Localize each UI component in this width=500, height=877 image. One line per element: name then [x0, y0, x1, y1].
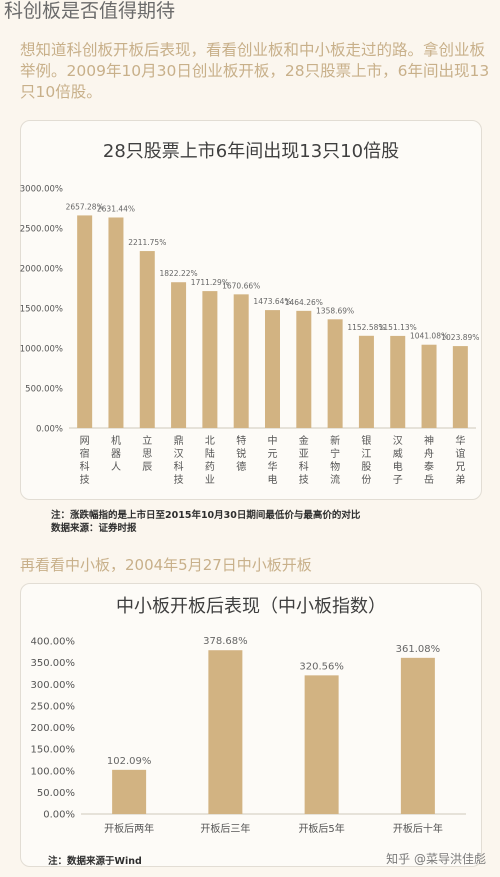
- bar: [296, 310, 312, 428]
- bar: [171, 282, 187, 428]
- category-label: 金亚科技: [299, 434, 309, 486]
- chart-note: 注：涨跌幅指的是上市日至2015年10月30日期间最低价与最高价的对比: [51, 510, 361, 521]
- y-tick-label: 400.00%: [31, 637, 76, 648]
- bar: [77, 215, 93, 428]
- data-label: 1670.66%: [222, 281, 260, 290]
- category-label: 新宁物流: [330, 434, 340, 486]
- section-heading-sme: 再看看中小板，2004年5月27日中小板开板: [20, 556, 312, 574]
- sme-bar-chart: 0.00% 50.00% 100.00% 150.00% 200.00% 250.00% 3…: [31, 636, 466, 835]
- bar: [358, 335, 374, 428]
- category-label: 鼎汉科技: [174, 435, 184, 486]
- bar: [139, 251, 155, 428]
- data-label: 1711.29%: [191, 278, 229, 287]
- category-label: 中元华电: [268, 434, 278, 486]
- category-label: 北陆药业: [205, 435, 215, 486]
- category-label: 神舟泰岳: [424, 434, 434, 486]
- bar: [304, 675, 339, 814]
- data-label: 1152.58%: [347, 323, 385, 332]
- data-label: 2211.75%: [128, 238, 166, 247]
- chart-title: 中小板开板后表现（中小板指数）: [116, 596, 386, 617]
- page-heading: 科创板是否值得期待: [4, 0, 176, 22]
- y-tick-label: 150.00%: [31, 745, 76, 756]
- data-label: 2657.28%: [66, 202, 104, 211]
- category-label: 开板后两年: [104, 822, 154, 835]
- category-label: 开板后5年: [298, 822, 344, 835]
- data-label: 361.08%: [396, 644, 441, 655]
- bar: [327, 319, 343, 428]
- chart-title: 28只股票上市6年间出现13只10倍股: [102, 141, 400, 162]
- category-label: 华谊兄弟: [455, 434, 465, 486]
- y-tick-label: 2000.00%: [20, 265, 63, 275]
- data-label: 1822.22%: [159, 269, 197, 278]
- data-label: 320.56%: [299, 661, 344, 672]
- chart-source: 数据来源：证券时报: [51, 523, 137, 534]
- category-label: 机器人: [111, 434, 121, 473]
- data-label: 102.09%: [107, 756, 152, 767]
- category-label: 网宿科技: [80, 435, 90, 486]
- chart-card-sme: 中小板开板后表现（中小板指数） 0.00% 50.00% 100.00% 150.00…: [20, 583, 482, 867]
- data-label: 1041.08%: [410, 332, 448, 341]
- chart-card-chinext: 28只股票上市6年间出现13只10倍股 0.00% 500.00% 1000.00%…: [20, 120, 482, 534]
- category-label: 特锐德: [236, 435, 246, 473]
- y-tick-label: 350.00%: [31, 658, 76, 669]
- category-label: 银江股份: [361, 434, 371, 486]
- y-tick-label: 0.00%: [36, 425, 63, 435]
- y-tick-label: 1500.00%: [20, 305, 63, 315]
- y-tick-label: 1000.00%: [20, 345, 63, 355]
- data-label: 1151.13%: [379, 323, 417, 332]
- bar: [112, 769, 147, 814]
- y-tick-label: 2500.00%: [20, 225, 63, 235]
- y-tick-label: 50.00%: [37, 788, 75, 799]
- y-tick-label: 250.00%: [31, 701, 76, 712]
- bar: [400, 657, 435, 814]
- bar: [452, 346, 468, 428]
- data-label: 1023.89%: [441, 333, 479, 342]
- category-label: 开板后三年: [200, 822, 250, 835]
- chinext-bar-chart: 0.00% 500.00% 1000.00% 1500.00% 2000.00% 2500…: [20, 185, 480, 487]
- data-label: 1464.26%: [285, 298, 323, 307]
- y-tick-label: 300.00%: [31, 680, 76, 691]
- chart-source: 注：数据来源于Wind: [48, 856, 142, 867]
- y-tick-label: 3000.00%: [20, 185, 63, 195]
- bar: [108, 217, 124, 428]
- watermark: 知乎 @菜导洪佳彪: [386, 852, 486, 866]
- category-label: 开板后十年: [393, 822, 443, 835]
- category-label: 汉威电子: [393, 435, 403, 486]
- data-label: 2631.44%: [97, 204, 135, 213]
- y-tick-label: 200.00%: [31, 723, 76, 734]
- bar: [202, 291, 218, 428]
- bar: [421, 344, 437, 428]
- data-label: 378.68%: [203, 636, 248, 647]
- y-tick-label: 100.00%: [31, 766, 76, 777]
- bar: [208, 650, 243, 814]
- intro-paragraph: 想知道科创板开板后表现，看看创业板和中小板走过的路。拿创业板举例。2009年10…: [20, 41, 490, 101]
- category-label: 立思辰: [142, 434, 152, 473]
- data-label: 1473.64%: [253, 297, 291, 306]
- y-tick-label: 0.00%: [43, 810, 75, 821]
- bar: [390, 335, 406, 428]
- bar: [265, 310, 280, 428]
- y-tick-label: 500.00%: [25, 385, 63, 395]
- data-label: 1358.69%: [316, 306, 354, 315]
- bar: [233, 294, 249, 428]
